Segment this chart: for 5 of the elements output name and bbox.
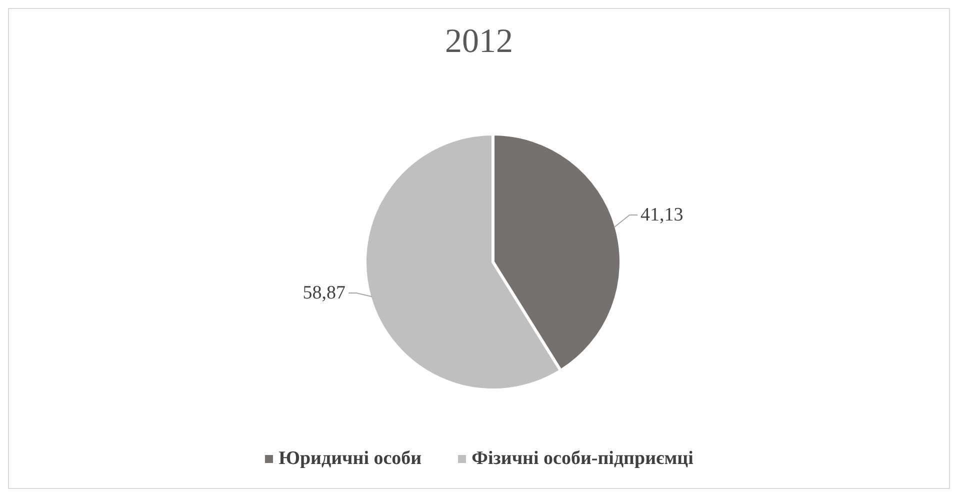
chart-title: 2012 — [444, 23, 514, 61]
data-label: 41,13 — [640, 204, 684, 226]
legend-label: Фізичні особи-підприємці — [470, 448, 694, 470]
legend-label: Юридичні особи — [278, 448, 422, 470]
data-label: 58,87 — [302, 282, 346, 304]
